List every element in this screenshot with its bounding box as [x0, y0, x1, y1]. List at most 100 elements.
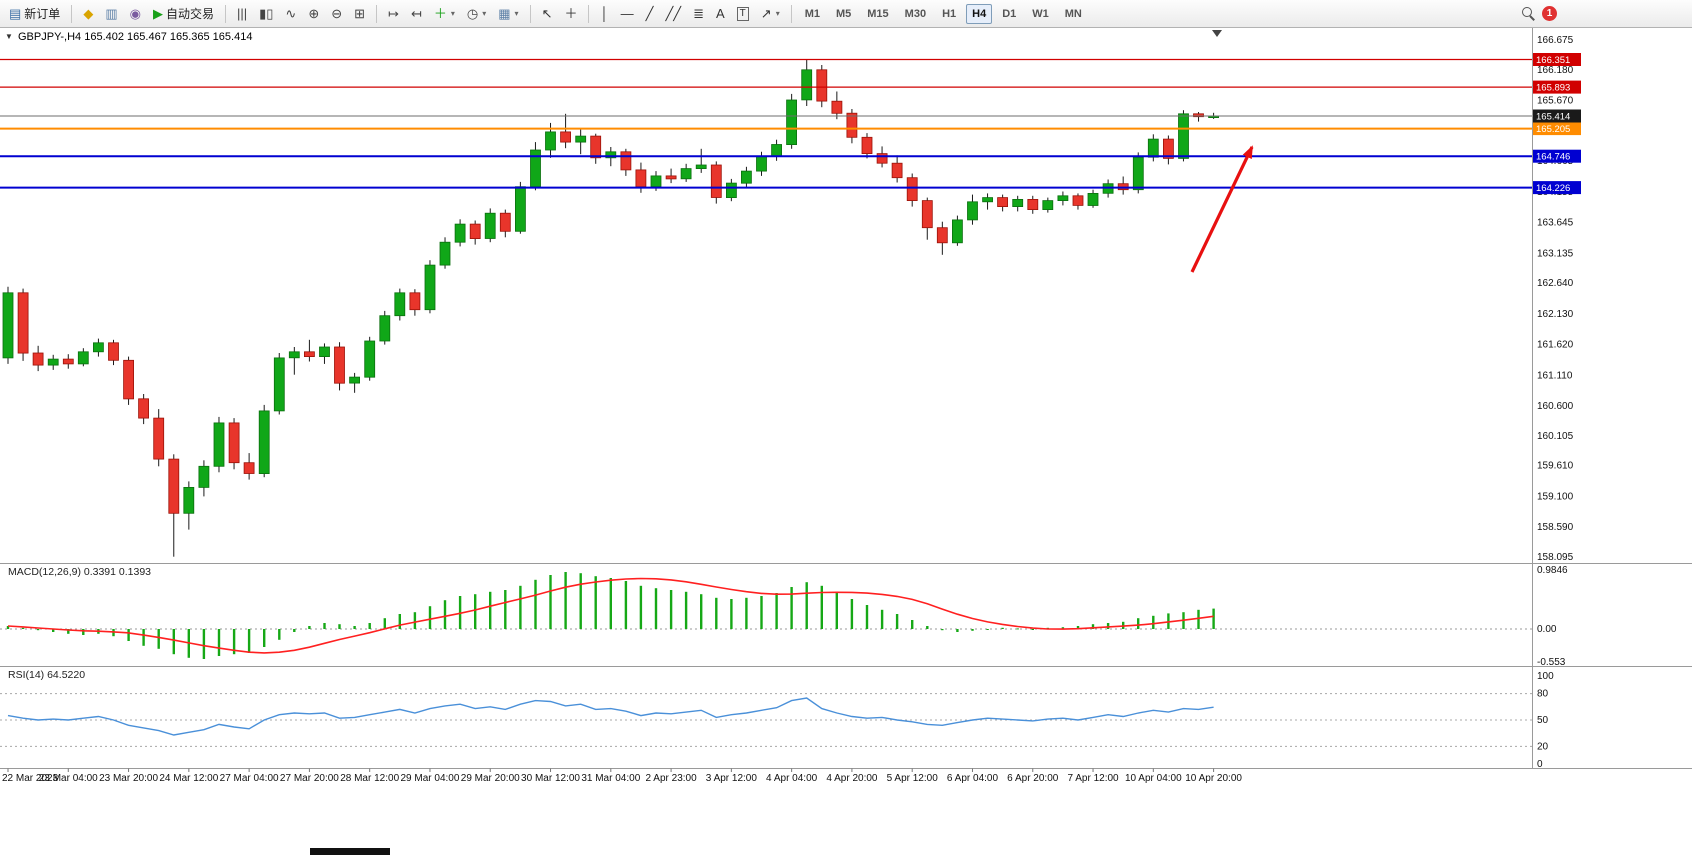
rsi-line — [7, 697, 1214, 736]
zoom-out-button[interactable]: ⊖ — [326, 3, 347, 25]
time-axis-label: 28 Mar 12:00 — [340, 773, 399, 784]
crosshair-button[interactable]: ＋ — [559, 3, 582, 25]
timeframe-button-w1[interactable]: W1 — [1032, 7, 1049, 20]
auto-scroll-button[interactable]: ↦ — [383, 3, 404, 25]
candle-down — [831, 100, 843, 114]
timeframe-button-h4[interactable]: H4 — [966, 3, 993, 24]
new-order-icon: ▤ — [9, 6, 22, 21]
macd-bar — [926, 626, 929, 629]
periods-button[interactable]: ◷ ▾ — [462, 3, 491, 25]
candle-down — [620, 151, 632, 171]
trend-arrow-annotation[interactable] — [1190, 145, 1254, 273]
indicators-button[interactable]: ＋ ▾ — [429, 3, 460, 25]
candle-down — [243, 462, 255, 474]
macd-bar — [338, 624, 341, 629]
candle-down — [1027, 198, 1039, 210]
price-tick-label: 163.645 — [1537, 218, 1574, 229]
macd-bar — [820, 585, 823, 629]
autotrading-icon: ▶ — [152, 6, 163, 21]
timeframe-button-m30[interactable]: M30 — [904, 7, 927, 20]
timeframe-button-m1[interactable]: M1 — [804, 7, 820, 20]
macd-bar — [715, 597, 718, 629]
macd-bar — [1061, 627, 1065, 629]
candle-up — [319, 346, 330, 358]
macd-bar — [534, 579, 537, 629]
macd-bar — [1212, 608, 1215, 629]
timeframe-button-m15[interactable]: M15 — [867, 7, 889, 20]
macd-bar — [775, 593, 778, 629]
macd-bar — [549, 575, 552, 629]
zoom-in-button[interactable]: ⊕ — [303, 3, 324, 25]
macd-bar — [217, 629, 221, 656]
crosshair-icon: ＋ — [564, 6, 578, 21]
search-icon — [1522, 7, 1535, 20]
candle-down — [861, 136, 873, 155]
bar-chart-button[interactable]: ||| — [232, 3, 252, 25]
profiles-button[interactable]: ◉ — [125, 3, 146, 25]
candle-down — [1163, 138, 1174, 159]
line-chart-button[interactable]: ∿ — [280, 3, 301, 25]
candle-up — [982, 197, 993, 203]
candle-down — [303, 351, 315, 357]
candle-chart-button[interactable]: ▮▯ — [254, 3, 278, 25]
search-button[interactable] — [1517, 3, 1540, 25]
macd-bar — [82, 629, 85, 635]
text-icon: A — [716, 6, 725, 21]
macd-bar — [323, 623, 326, 629]
macd-bar — [232, 629, 236, 655]
cursor-button[interactable]: ↖ — [537, 3, 558, 25]
templates-button[interactable]: ▦ ▾ — [493, 3, 523, 25]
macd-bar — [428, 606, 432, 629]
metaeditor-button[interactable]: ◆ — [78, 3, 98, 25]
timeframe-button-mn[interactable]: MN — [1064, 7, 1082, 20]
candle-up — [77, 351, 89, 365]
macd-bar — [21, 627, 25, 629]
fibonacci-button[interactable]: ≣ — [688, 3, 709, 25]
candles-icon: ▮▯ — [259, 6, 274, 21]
time-axis[interactable] — [0, 768, 1532, 790]
price-badge-text: 164.226 — [1536, 183, 1570, 194]
price-tick-label: 166.675 — [1537, 35, 1574, 46]
price-badge-164.226 — [1533, 181, 1581, 195]
candle-up — [741, 170, 752, 184]
rsi-axis-label: 20 — [1537, 741, 1549, 752]
macd-bar — [1137, 618, 1140, 629]
macd-bar — [730, 599, 733, 629]
price-axis[interactable] — [1532, 28, 1692, 768]
autotrading-button-label: 自动交易 — [165, 7, 214, 21]
timeframe-button-m5[interactable]: M5 — [835, 7, 852, 20]
tile-windows-button[interactable]: ⊞ — [349, 3, 370, 25]
trendline-button[interactable]: ╱ — [641, 3, 659, 25]
chart-menu-caret-icon[interactable]: ▼ — [5, 32, 13, 41]
candle-down — [846, 112, 858, 138]
candle-down — [469, 223, 481, 240]
horizontal-line-button[interactable]: — — [616, 3, 639, 25]
timeframe-button-h1[interactable]: H1 — [942, 7, 957, 20]
candle-up — [258, 410, 270, 474]
time-axis-label: 24 Mar 12:00 — [159, 773, 218, 784]
timeframe-button-d1[interactable]: D1 — [1002, 7, 1017, 20]
macd-bar — [956, 629, 959, 632]
notification-badge[interactable]: 1 — [1542, 6, 1557, 21]
vertical-line-button[interactable]: │ — [595, 3, 613, 25]
macd-bar — [1031, 629, 1034, 630]
text-label-button[interactable]: T — [732, 3, 754, 25]
channel-button[interactable]: ╱╱ — [660, 3, 686, 25]
candle-down — [32, 352, 44, 366]
macd-bar — [1076, 626, 1080, 629]
fibonacci-icon: ≣ — [693, 6, 704, 21]
text-button[interactable]: A — [711, 3, 730, 25]
arrows-button[interactable]: ↗ ▾ — [756, 3, 785, 25]
candle-up — [439, 241, 451, 266]
macd-bar — [564, 572, 567, 629]
autotrading-button[interactable]: ▶ 自动交易 — [148, 3, 219, 25]
candle-up — [379, 315, 391, 342]
chart-shift-button[interactable]: ↤ — [406, 3, 427, 25]
candle-down — [153, 417, 165, 460]
new-order-button[interactable]: ▤ 新订单 — [4, 3, 65, 25]
candle-down — [228, 422, 240, 464]
time-axis-label: 29 Mar 20:00 — [461, 773, 520, 784]
new-chart-button[interactable]: ▥ — [100, 3, 122, 25]
